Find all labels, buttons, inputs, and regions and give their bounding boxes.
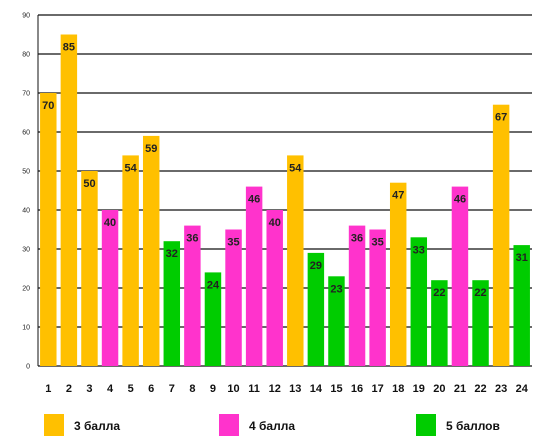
x-tick-label: 22 <box>474 383 486 395</box>
bar-13 <box>287 155 304 366</box>
bar-18 <box>389 182 407 366</box>
x-tick-label: 6 <box>148 383 154 395</box>
data-label: 85 <box>63 42 75 54</box>
legend-swatch <box>219 414 239 436</box>
y-axis-ticks: 0 10 20 30 40 50 60 70 80 90 <box>22 13 30 371</box>
data-label: 50 <box>83 178 95 190</box>
bar-9 <box>204 272 222 366</box>
data-label: 46 <box>248 194 260 206</box>
x-tick-label: 20 <box>433 383 445 395</box>
x-tick-label: 1 <box>45 383 51 395</box>
data-label: 47 <box>392 190 404 202</box>
data-label: 22 <box>433 287 445 299</box>
y-tick-label: 90 <box>22 13 30 20</box>
x-tick-label: 23 <box>495 383 507 395</box>
legend-label: 3 балла <box>74 419 120 433</box>
legend-item: 3 балла <box>44 414 120 436</box>
y-tick-label: 50 <box>22 169 30 176</box>
data-label: 22 <box>474 287 486 299</box>
y-tick-label: 0 <box>26 364 30 371</box>
bar-1 <box>40 93 57 366</box>
y-tick-label: 60 <box>22 130 30 137</box>
bar-8 <box>184 225 201 366</box>
data-label: 35 <box>227 237 239 249</box>
y-tick-label: 30 <box>22 247 30 254</box>
bar-4 <box>101 210 119 366</box>
bar-22 <box>472 280 489 366</box>
y-tick-label: 40 <box>22 208 30 215</box>
data-label: 31 <box>516 252 528 264</box>
legend: 3 балла 4 балла 5 баллов <box>44 414 500 436</box>
bar-20 <box>431 280 448 366</box>
x-tick-label: 17 <box>372 383 384 395</box>
data-label: 59 <box>145 143 157 155</box>
data-label: 67 <box>495 112 507 124</box>
data-label: 35 <box>372 237 384 249</box>
x-tick-label: 13 <box>289 383 301 395</box>
bar-3 <box>81 171 98 366</box>
x-tick-label: 16 <box>351 383 363 395</box>
bar-23 <box>492 104 510 366</box>
bar-6 <box>142 135 160 366</box>
bar-12 <box>266 210 283 366</box>
x-tick-label: 4 <box>107 383 114 395</box>
bar-19 <box>410 237 428 366</box>
y-tick-label: 80 <box>22 52 30 59</box>
bar-17 <box>369 229 386 366</box>
data-label: 36 <box>186 233 198 245</box>
x-tick-label: 8 <box>189 383 195 395</box>
data-label: 54 <box>125 162 138 174</box>
legend-label: 4 балла <box>249 419 295 433</box>
x-tick-label: 24 <box>516 383 529 395</box>
bar-15 <box>328 276 345 366</box>
x-tick-label: 15 <box>330 383 342 395</box>
bar-2 <box>60 34 78 366</box>
x-tick-label: 3 <box>86 383 92 395</box>
data-label: 32 <box>166 248 178 260</box>
legend-swatch <box>44 414 64 436</box>
data-label: 33 <box>413 244 425 256</box>
data-label: 23 <box>330 283 342 295</box>
bar-10 <box>225 229 242 366</box>
bar-16 <box>348 225 366 366</box>
bar-11 <box>245 186 263 366</box>
x-tick-label: 12 <box>269 383 281 395</box>
x-tick-label: 5 <box>128 383 134 395</box>
data-label: 70 <box>42 100 54 112</box>
data-label: 40 <box>104 217 116 229</box>
gridlines <box>37 14 532 367</box>
legend-label: 5 баллов <box>446 419 500 433</box>
data-label: 46 <box>454 194 466 206</box>
data-labels: 70 85 50 40 54 59 32 36 24 35 46 40 54 29 23 36 35 47 33 22… <box>42 42 528 300</box>
x-axis-ticks: 1 2 3 4 5 6 7 8 9 10 11 12 13 14 15 16 17 18 19 20 21 22 23 24 <box>45 383 528 395</box>
bars <box>40 34 530 366</box>
data-label: 36 <box>351 233 363 245</box>
data-label: 54 <box>289 162 302 174</box>
x-tick-label: 7 <box>169 383 175 395</box>
data-label: 40 <box>269 217 281 229</box>
y-tick-label: 20 <box>22 286 30 293</box>
x-tick-label: 18 <box>392 383 404 395</box>
y-tick-label: 10 <box>22 325 30 332</box>
x-tick-label: 2 <box>66 383 72 395</box>
legend-item: 5 баллов <box>416 414 500 436</box>
bar-24 <box>513 245 530 366</box>
legend-swatch <box>416 414 436 436</box>
x-tick-label: 19 <box>413 383 425 395</box>
x-tick-label: 10 <box>227 383 239 395</box>
bar-5 <box>122 155 139 366</box>
x-tick-label: 14 <box>310 383 323 395</box>
bar-21 <box>451 186 469 366</box>
x-tick-label: 11 <box>248 383 260 395</box>
y-tick-label: 70 <box>22 91 30 98</box>
data-label: 29 <box>310 260 322 272</box>
data-label: 24 <box>207 279 220 291</box>
legend-item: 4 балла <box>219 414 295 436</box>
x-tick-label: 9 <box>210 383 216 395</box>
bar-14 <box>307 252 325 366</box>
bar-7 <box>163 241 181 366</box>
x-tick-label: 21 <box>454 383 466 395</box>
